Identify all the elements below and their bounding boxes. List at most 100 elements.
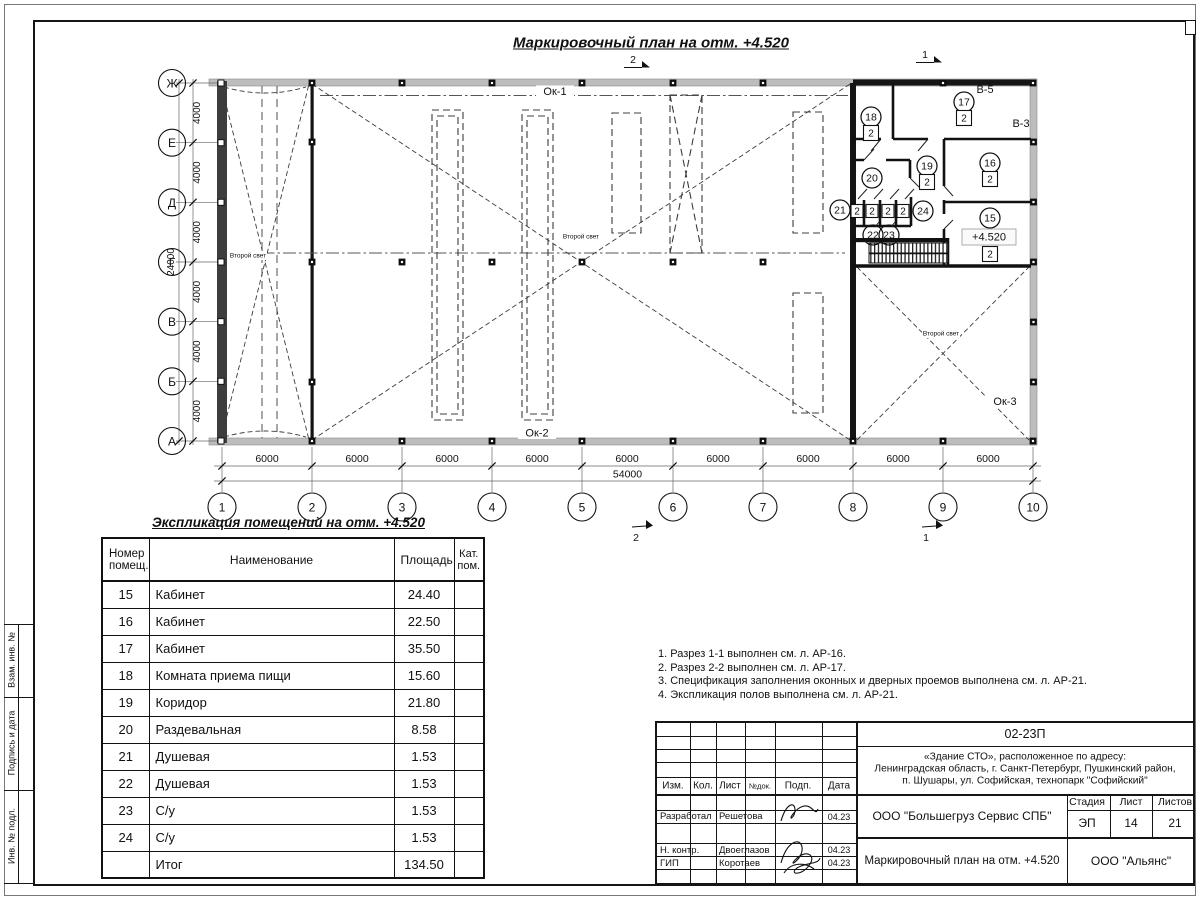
stamp-drawing-name: Маркировочный план на отм. +4.520 [864, 855, 1060, 867]
room-tag-22: 22 [867, 230, 879, 242]
room-tags: 15 16 17 18 19 20 21 22 23 24 [829, 91, 1001, 246]
axis-number: 6 [670, 501, 677, 515]
table-row: 15 Кабинет 24.40 [101, 580, 485, 609]
col-header-num: Номер помещ. [101, 537, 150, 582]
axis-number: 8 [850, 501, 857, 515]
table-row: 16 Кабинет 22.50 [101, 607, 485, 636]
axis-number: 1 [219, 501, 226, 515]
dim-6000: 6000 [435, 453, 459, 465]
dim-54000: 54000 [613, 469, 642, 481]
cat-box-21: 2 [854, 207, 860, 218]
elevation-mark: +4.520 [972, 232, 1006, 244]
axis-number: 7 [760, 501, 767, 515]
stamp-col-izm: Изм. [662, 780, 684, 792]
stamp-sheet-value: 14 [1124, 816, 1138, 830]
axis-number: 5 [579, 501, 586, 515]
second-light-labels: Второй свет Второй свет Второй свет [229, 232, 960, 338]
cat-box-17: 2 [961, 114, 967, 125]
outer-border [4, 4, 1196, 896]
stamp-role-2: Н. контр. [660, 844, 700, 856]
room-tag-23: 23 [883, 230, 895, 242]
table-row: 17 Кабинет 35.50 [101, 634, 485, 663]
bottom-axes: 6000 6000 6000 6000 6000 6000 6000 6000 … [207, 447, 1048, 522]
table-row: 22 Душевая 1.53 [101, 769, 485, 798]
table-total-row: Итог 134.50 [101, 850, 485, 879]
dim-6000: 6000 [796, 453, 820, 465]
stamp-date-2: 04.23 [827, 845, 851, 855]
stamp-client-org: ООО "Большегруз Сервис СПБ" [872, 809, 1052, 823]
room-tag-21: 21 [834, 205, 846, 217]
table-row: 24 С/у 1.53 [101, 823, 485, 852]
table-row: 23 С/у 1.53 [101, 796, 485, 825]
ok2-label: Ок-2 [525, 428, 548, 440]
stamp-sheets-value: 21 [1168, 816, 1182, 830]
plan-title: Маркировочный план на отм. +4.520 [513, 34, 789, 52]
stamp-col-kol: Кол. [693, 780, 713, 792]
second-light-2: Второй свет [563, 233, 599, 241]
axis-letter: Б [168, 375, 176, 389]
second-light-1: Второй свет [230, 252, 266, 260]
axis-letter: Е [168, 136, 176, 150]
room-tag-17: 17 [958, 97, 970, 109]
second-light-3: Второй свет [923, 330, 959, 338]
dim-6000: 6000 [976, 453, 1000, 465]
axis-letter: Ж [166, 77, 177, 91]
axis-letter: Д [168, 196, 176, 210]
stamp-doc-code: 02-23П [1004, 727, 1046, 741]
axis-number: 3 [399, 501, 406, 515]
col-header-name: Наименование [148, 537, 395, 582]
floor-plan: Ок-1 Ок-2 Ок-3 В-5 В-3 Второй свет Второ… [157, 49, 1048, 544]
room-tag-15: 15 [984, 213, 996, 225]
stamp-stage-label: Стадия [1069, 796, 1105, 808]
corner-doc-box [1185, 20, 1196, 35]
cat-box-18: 2 [868, 129, 874, 140]
cat-box-23: 2 [885, 207, 891, 218]
cat-box-22: 2 [869, 207, 875, 218]
dim-4000: 4000 [192, 280, 203, 303]
margin-label-inv: Инв. № подл. [6, 807, 17, 865]
room-tag-18: 18 [865, 112, 877, 124]
axis-letter: Г [169, 256, 176, 270]
section-mark-1-bottom: 1 [923, 532, 929, 544]
table-row: 18 Комната приема пищи 15.60 [101, 661, 485, 690]
room-tag-20: 20 [866, 173, 878, 185]
room-schedule-table: Номер помещ. Наименование Площадь Кат. п… [101, 537, 485, 879]
table-row: 21 Душевая 1.53 [101, 742, 485, 771]
dim-6000: 6000 [525, 453, 549, 465]
note-1: 1. Разрез 1-1 выполнен см. л. АР-16. [658, 648, 846, 660]
stamp-address-2: Ленинградская область, г. Санкт-Петербур… [874, 763, 1176, 775]
stamp-col-doc: №док. [749, 781, 771, 791]
col-header-area: Площадь [393, 537, 455, 582]
stamp-date-1: 04.23 [827, 812, 851, 822]
stamp-name-2: Двоеглазов [719, 844, 770, 856]
dashed-linework [220, 83, 1030, 441]
dim-6000: 6000 [255, 453, 279, 465]
dim-6000: 6000 [615, 453, 639, 465]
category-boxes: 2 2 2 2 2 2 2 2 2 +4.520 [850, 109, 1017, 263]
interior-walls [853, 83, 1031, 268]
dim-4000: 4000 [192, 161, 203, 184]
cat-box-16: 2 [987, 175, 993, 186]
opening-marks: Ок-1 Ок-2 Ок-3 В-5 В-3 [518, 84, 1030, 440]
stamp-role-3: ГИП [660, 857, 679, 869]
left-axes: Ж Е Д Г В Б А 4000 4000 4000 4000 4000 4… [157, 68, 217, 456]
main-frame [33, 20, 1195, 886]
stamp-sheets-label: Листов [1157, 796, 1193, 808]
stamp-col-list: Лист [719, 780, 741, 792]
stamp-address-3: п. Шушары, ул. Софийская, технопарк "Соф… [902, 775, 1148, 787]
room-tag-16: 16 [984, 158, 996, 170]
dim-4000: 4000 [192, 101, 203, 124]
staircase [868, 242, 949, 264]
col-header-cat: Кат. пом. [453, 537, 485, 582]
signature-2 [780, 841, 821, 874]
margin-label-podp: Подпись и дата [6, 710, 17, 776]
margin-label-vzam: Взам. инв. № [6, 632, 17, 688]
note-2: 2. Разрез 2-2 выполнен см. л. АР-17. [658, 661, 846, 674]
door-swings [857, 138, 954, 230]
stamp-role-1: Разработал [660, 811, 712, 822]
axis-letter: В [168, 315, 176, 329]
note-4: 4. Экспликация полов выполнена см. л. АР… [658, 688, 898, 701]
dim-6000: 6000 [706, 453, 730, 465]
axis-number: 9 [940, 501, 947, 515]
stamp-date-3: 04.23 [827, 858, 851, 868]
